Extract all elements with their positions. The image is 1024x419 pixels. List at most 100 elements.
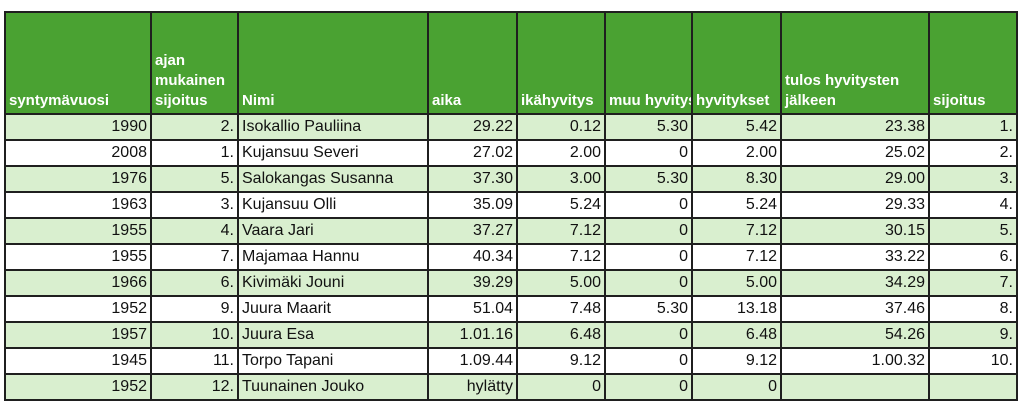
- cell-credits-total[interactable]: 9.12: [691, 347, 782, 375]
- cell-credits-total[interactable]: 7.12: [691, 243, 782, 271]
- cell-result[interactable]: 29.00: [780, 165, 930, 193]
- cell-credits-total[interactable]: 5.42: [691, 113, 782, 141]
- cell-result[interactable]: 29.33: [780, 191, 930, 219]
- cell-other-credit[interactable]: 0: [604, 347, 693, 375]
- cell-name[interactable]: Juura Maarit: [237, 295, 429, 323]
- cell-age-credit[interactable]: 7.12: [516, 217, 606, 245]
- header-rank[interactable]: sijoitus: [928, 11, 1018, 115]
- header-result-after-credits[interactable]: tulos hyvitysten jälkeen: [780, 11, 930, 115]
- cell-age-credit[interactable]: 0: [516, 373, 606, 401]
- cell-time[interactable]: 51.04: [427, 295, 518, 323]
- cell-birth-year[interactable]: 1952: [4, 295, 152, 323]
- cell-other-credit[interactable]: 0: [604, 217, 693, 245]
- header-time[interactable]: aika: [427, 11, 518, 115]
- cell-birth-year[interactable]: 1955: [4, 243, 152, 271]
- cell-name[interactable]: Isokallio Pauliina: [237, 113, 429, 141]
- cell-birth-year[interactable]: 1990: [4, 113, 152, 141]
- cell-birth-year[interactable]: 1976: [4, 165, 152, 193]
- cell-age-credit[interactable]: 0.12: [516, 113, 606, 141]
- cell-birth-year[interactable]: 1966: [4, 269, 152, 297]
- header-time-rank[interactable]: ajan mukainen sijoitus: [150, 11, 239, 115]
- cell-credits-total[interactable]: 7.12: [691, 217, 782, 245]
- cell-rank[interactable]: 4.: [928, 191, 1018, 219]
- cell-rank[interactable]: 8.: [928, 295, 1018, 323]
- cell-age-credit[interactable]: 5.00: [516, 269, 606, 297]
- cell-other-credit[interactable]: 5.30: [604, 295, 693, 323]
- cell-name[interactable]: Vaara Jari: [237, 217, 429, 245]
- cell-other-credit[interactable]: 0: [604, 321, 693, 349]
- cell-time-rank[interactable]: 5.: [150, 165, 239, 193]
- header-other-credit[interactable]: muu hyvitys: [604, 11, 693, 115]
- cell-birth-year[interactable]: 2008: [4, 139, 152, 167]
- cell-time[interactable]: hylätty: [427, 373, 518, 401]
- cell-rank[interactable]: 5.: [928, 217, 1018, 245]
- cell-name[interactable]: Juura Esa: [237, 321, 429, 349]
- cell-credits-total[interactable]: 0: [691, 373, 782, 401]
- cell-rank[interactable]: 3.: [928, 165, 1018, 193]
- cell-time[interactable]: 40.34: [427, 243, 518, 271]
- cell-credits-total[interactable]: 2.00: [691, 139, 782, 167]
- cell-time-rank[interactable]: 1.: [150, 139, 239, 167]
- cell-time[interactable]: 35.09: [427, 191, 518, 219]
- cell-age-credit[interactable]: 6.48: [516, 321, 606, 349]
- cell-name[interactable]: Torpo Tapani: [237, 347, 429, 375]
- cell-other-credit[interactable]: 0: [604, 139, 693, 167]
- cell-birth-year[interactable]: 1957: [4, 321, 152, 349]
- cell-credits-total[interactable]: 5.24: [691, 191, 782, 219]
- cell-age-credit[interactable]: 3.00: [516, 165, 606, 193]
- cell-result[interactable]: 23.38: [780, 113, 930, 141]
- cell-time[interactable]: 1.09.44: [427, 347, 518, 375]
- cell-time-rank[interactable]: 10.: [150, 321, 239, 349]
- cell-name[interactable]: Kujansuu Olli: [237, 191, 429, 219]
- cell-age-credit[interactable]: 5.24: [516, 191, 606, 219]
- cell-result[interactable]: 25.02: [780, 139, 930, 167]
- cell-name[interactable]: Kujansuu Severi: [237, 139, 429, 167]
- cell-time-rank[interactable]: 6.: [150, 269, 239, 297]
- cell-time[interactable]: 1.01.16: [427, 321, 518, 349]
- cell-rank[interactable]: 2.: [928, 139, 1018, 167]
- cell-name[interactable]: Tuunainen Jouko: [237, 373, 429, 401]
- cell-name[interactable]: Salokangas Susanna: [237, 165, 429, 193]
- header-birth-year[interactable]: syntymävuosi: [4, 11, 152, 115]
- cell-time-rank[interactable]: 7.: [150, 243, 239, 271]
- cell-other-credit[interactable]: 0: [604, 191, 693, 219]
- cell-name[interactable]: Kivimäki Jouni: [237, 269, 429, 297]
- cell-time-rank[interactable]: 2.: [150, 113, 239, 141]
- cell-other-credit[interactable]: 5.30: [604, 165, 693, 193]
- cell-rank[interactable]: [928, 373, 1018, 401]
- cell-result[interactable]: 37.46: [780, 295, 930, 323]
- cell-name[interactable]: Majamaa Hannu: [237, 243, 429, 271]
- cell-credits-total[interactable]: 8.30: [691, 165, 782, 193]
- cell-time[interactable]: 29.22: [427, 113, 518, 141]
- cell-time[interactable]: 37.27: [427, 217, 518, 245]
- header-credits-total[interactable]: hyvitykset: [691, 11, 782, 115]
- cell-rank[interactable]: 10.: [928, 347, 1018, 375]
- cell-time-rank[interactable]: 3.: [150, 191, 239, 219]
- cell-age-credit[interactable]: 7.48: [516, 295, 606, 323]
- cell-result[interactable]: 54.26: [780, 321, 930, 349]
- cell-age-credit[interactable]: 9.12: [516, 347, 606, 375]
- cell-result[interactable]: [780, 373, 930, 401]
- cell-birth-year[interactable]: 1955: [4, 217, 152, 245]
- cell-rank[interactable]: 1.: [928, 113, 1018, 141]
- cell-birth-year[interactable]: 1945: [4, 347, 152, 375]
- cell-other-credit[interactable]: 5.30: [604, 113, 693, 141]
- cell-other-credit[interactable]: 0: [604, 243, 693, 271]
- cell-result[interactable]: 1.00.32: [780, 347, 930, 375]
- cell-age-credit[interactable]: 7.12: [516, 243, 606, 271]
- cell-time[interactable]: 39.29: [427, 269, 518, 297]
- cell-time-rank[interactable]: 12.: [150, 373, 239, 401]
- cell-age-credit[interactable]: 2.00: [516, 139, 606, 167]
- cell-result[interactable]: 34.29: [780, 269, 930, 297]
- cell-time-rank[interactable]: 11.: [150, 347, 239, 375]
- cell-time[interactable]: 27.02: [427, 139, 518, 167]
- cell-birth-year[interactable]: 1963: [4, 191, 152, 219]
- cell-credits-total[interactable]: 5.00: [691, 269, 782, 297]
- cell-rank[interactable]: 9.: [928, 321, 1018, 349]
- cell-time-rank[interactable]: 4.: [150, 217, 239, 245]
- cell-rank[interactable]: 6.: [928, 243, 1018, 271]
- cell-rank[interactable]: 7.: [928, 269, 1018, 297]
- cell-other-credit[interactable]: 0: [604, 269, 693, 297]
- header-name[interactable]: Nimi: [237, 11, 429, 115]
- cell-credits-total[interactable]: 6.48: [691, 321, 782, 349]
